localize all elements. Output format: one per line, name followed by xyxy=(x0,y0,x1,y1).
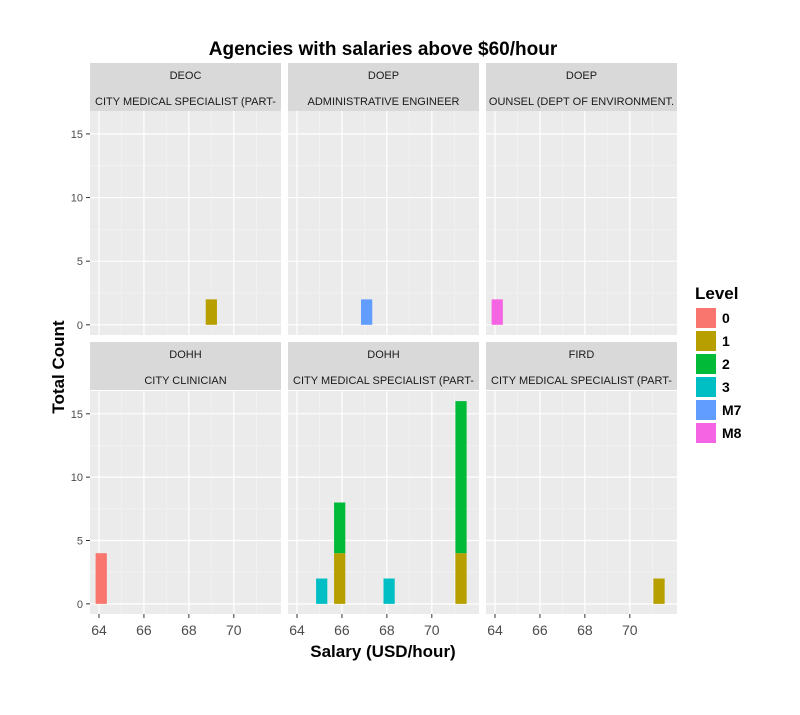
y-tick-label: 15 xyxy=(71,409,83,421)
x-tick-label: 70 xyxy=(226,622,242,638)
y-tick-label: 5 xyxy=(77,256,83,268)
legend-label-2: 2 xyxy=(722,356,730,372)
bar-level-3 xyxy=(316,578,328,604)
strip-agency-bg xyxy=(90,63,281,87)
bar-level-2 xyxy=(334,502,346,554)
y-tick-label: 5 xyxy=(77,536,83,548)
bar-level-0 xyxy=(95,553,107,604)
x-tick-label: 70 xyxy=(424,622,440,638)
strip-agency-bg xyxy=(288,63,479,87)
bar-level-M7 xyxy=(361,299,373,325)
y-tick-label: 10 xyxy=(71,472,83,484)
x-tick-label: 64 xyxy=(487,622,503,638)
y-tick-label: 0 xyxy=(77,599,83,611)
bar-level-1 xyxy=(455,553,467,604)
panel-background xyxy=(288,111,479,335)
x-tick-label: 68 xyxy=(379,622,395,638)
strip-agency-bg xyxy=(486,63,677,87)
strip-agency-bg xyxy=(486,342,677,366)
strip-job-label: CITY MEDICAL SPECIALIST (PART- xyxy=(95,96,276,108)
chart-title: Agencies with salaries above $60/hour xyxy=(209,39,558,60)
y-tick-label: 10 xyxy=(71,193,83,205)
legend-swatch-M8 xyxy=(696,423,716,443)
y-tick-label: 15 xyxy=(71,129,83,141)
strip-job-bg xyxy=(90,87,281,111)
panel-background xyxy=(486,111,677,335)
bar-level-M8 xyxy=(491,299,503,325)
strip-agency-label: DOHH xyxy=(169,349,201,361)
x-tick-label: 68 xyxy=(577,622,593,638)
panel-background xyxy=(486,391,677,614)
strip-job-bg xyxy=(288,366,479,390)
panels-layer: DEOC CITY MEDICAL SPECIALIST (PART- 0 5 10 15… xyxy=(71,63,677,638)
legend-label-0: 0 xyxy=(722,310,730,326)
strip-agency-label: DOHH xyxy=(367,349,399,361)
strip-job-bg xyxy=(288,87,479,111)
bar-level-1 xyxy=(334,553,346,604)
y-axis-title: Total Count xyxy=(49,320,68,413)
legend-title: Level xyxy=(695,284,738,303)
facet-panel: DEOC CITY MEDICAL SPECIALIST (PART- 0 5 10 15 xyxy=(71,63,281,335)
strip-job-bg xyxy=(90,366,281,390)
legend-swatch-3 xyxy=(696,377,716,397)
y-tick-label: 0 xyxy=(77,320,83,332)
panel-background xyxy=(90,111,281,335)
strip-agency-label: FIRD xyxy=(569,349,595,361)
facet-panel: DOEP OUNSEL (DEPT OF ENVIRONMENT. xyxy=(486,63,677,335)
strip-job-bg xyxy=(486,366,677,390)
strip-agency-bg xyxy=(90,342,281,366)
strip-agency-bg xyxy=(288,342,479,366)
panel-background xyxy=(288,391,479,614)
strip-job-label: CITY MEDICAL SPECIALIST (PART- xyxy=(293,375,474,387)
legend: Level 0 1 2 3 M7 M8 xyxy=(695,284,742,443)
strip-job-bg xyxy=(486,87,677,111)
bar-level-1 xyxy=(205,299,217,325)
x-tick-label: 68 xyxy=(181,622,197,638)
legend-label-M8: M8 xyxy=(722,425,742,441)
panel-background xyxy=(90,391,281,614)
strip-agency-label: DOEP xyxy=(368,70,399,82)
legend-label-M7: M7 xyxy=(722,402,742,418)
x-tick-label: 66 xyxy=(334,622,350,638)
strip-job-label: CITY MEDICAL SPECIALIST (PART- xyxy=(491,375,672,387)
legend-label-1: 1 xyxy=(722,333,730,349)
bar-level-3 xyxy=(383,578,395,604)
facet-panel: DOHH CITY MEDICAL SPECIALIST (PART- 64 66 68… xyxy=(288,342,479,638)
x-tick-label: 66 xyxy=(532,622,548,638)
legend-swatch-2 xyxy=(696,354,716,374)
legend-swatch-1 xyxy=(696,331,716,351)
facet-panel: FIRD CITY MEDICAL SPECIALIST (PART- 64 66 68… xyxy=(486,342,677,638)
legend-swatch-M7 xyxy=(696,400,716,420)
x-axis-title: Salary (USD/hour) xyxy=(310,642,455,661)
facet-panel: DOHH CITY CLINICIAN 0 5 10 15 64 66 68 70 xyxy=(71,342,281,638)
legend-swatch-0 xyxy=(696,308,716,328)
x-tick-label: 70 xyxy=(622,622,638,638)
facet-panel: DOEP ADMINISTRATIVE ENGINEER xyxy=(288,63,479,335)
bar-level-2 xyxy=(455,401,467,554)
strip-job-label: OUNSEL (DEPT OF ENVIRONMENT. xyxy=(489,96,674,108)
strip-agency-label: DOEP xyxy=(566,70,597,82)
strip-job-label: CITY CLINICIAN xyxy=(144,375,226,387)
strip-job-label: ADMINISTRATIVE ENGINEER xyxy=(308,96,460,108)
x-tick-label: 66 xyxy=(136,622,152,638)
strip-agency-label: DEOC xyxy=(170,70,202,82)
x-tick-label: 64 xyxy=(289,622,305,638)
x-tick-label: 64 xyxy=(91,622,107,638)
legend-label-3: 3 xyxy=(722,379,730,395)
bar-level-1 xyxy=(653,578,665,604)
